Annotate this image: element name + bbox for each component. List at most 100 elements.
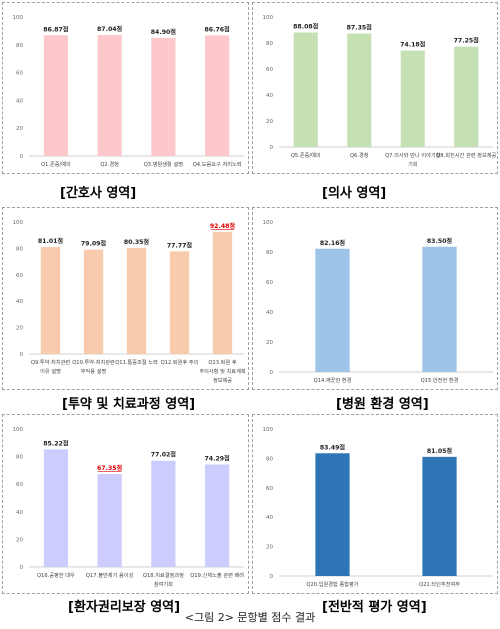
bar-chart: 0 20 40 60 80 100 82.16점 Q14.깨끗한 환경 83.50점 Q15.안전… [263, 220, 493, 384]
y-tick-label: 20 [266, 340, 273, 346]
x-tick-label: 주의사항 및 치료계획 [199, 367, 245, 375]
x-tick-label: Q12.퇴원후 주의 [161, 358, 199, 366]
y-tick-label: 60 [16, 482, 23, 488]
data-label: 83.50점 [427, 237, 453, 245]
y-tick-label: 20 [266, 119, 273, 125]
y-tick-label: 40 [16, 299, 23, 305]
bar [97, 35, 122, 156]
y-tick-label: 80 [266, 250, 273, 256]
chart-title: [투약 및 치료과정 영역] [62, 397, 196, 412]
bar [83, 249, 104, 354]
data-label: 81.01점 [38, 237, 64, 245]
y-tick-label: 40 [266, 310, 273, 316]
y-tick-label: 20 [16, 537, 23, 543]
data-label: 87.04점 [97, 25, 123, 33]
x-tick-label: 정보제공 [213, 376, 232, 384]
y-tick-label: 0 [270, 370, 274, 376]
x-tick-label: Q9.투약·처치관련 [31, 358, 71, 366]
x-tick-label: Q10.투약·처치관련 [72, 358, 115, 366]
x-tick-label: Q21.타인추천여부 [419, 580, 460, 588]
bar [212, 231, 233, 354]
data-label: 79.09점 [81, 240, 107, 248]
y-tick-label: 80 [16, 455, 23, 461]
chart-panel: 0 20 40 60 80 100 85.22점 Q16.공평한 대우 67.35점 Q17.불만… [2, 414, 249, 594]
bar [422, 456, 457, 576]
y-tick-label: 0 [20, 154, 24, 160]
figure-caption: <그림 2> 문항별 점수 결과 [184, 611, 316, 624]
data-label: 77.77점 [167, 241, 193, 249]
y-tick-label: 60 [266, 280, 273, 286]
chart-title: [환자권리보장 영역] [68, 600, 181, 615]
data-label: 74.18점 [400, 41, 426, 49]
data-label: 81.05점 [427, 447, 453, 455]
data-label: 92.48점 [210, 222, 236, 230]
chart-panel: 0 20 40 60 80 100 88.08점 Q5.존중/예의 87.35점 Q6.경청 74.… [252, 2, 498, 174]
y-tick-label: 100 [13, 220, 24, 226]
chart-title: [간호사 영역] [60, 186, 137, 201]
y-tick-label: 20 [16, 326, 23, 332]
y-tick-label: 80 [266, 41, 273, 47]
x-tick-label: 이유 설명 [40, 367, 61, 375]
y-tick-label: 40 [266, 515, 273, 521]
x-tick-label: Q18.치료결정과정 [143, 571, 184, 579]
bar-chart: 0 20 40 60 80 100 88.08점 Q5.존중/예의 87.35점 Q6.경청 74.… [263, 15, 497, 168]
chart-panel: 0 20 40 60 80 100 81.01점 Q9.투약·처치관련 이유 설명 79.09점 Q… [2, 207, 249, 390]
bar [205, 35, 230, 157]
x-tick-label: Q6.경청 [350, 152, 369, 159]
x-tick-label: Q7.의사와 만나 이야기할 [385, 151, 441, 159]
x-tick-label: Q4.도움요구 처리노력 [193, 160, 242, 168]
chart-title: [병원 환경 영역] [336, 397, 429, 412]
bar [97, 474, 122, 567]
y-tick-label: 0 [20, 565, 24, 571]
bar [151, 37, 176, 156]
x-tick-label: 참여기회 [154, 580, 173, 588]
y-tick-label: 80 [16, 43, 23, 49]
x-tick-label: Q5.존중/예의 [291, 151, 321, 159]
data-label: 82.16점 [320, 239, 346, 247]
data-label: 77.25점 [454, 37, 480, 45]
bar-chart: 0 20 40 60 80 100 86.87점 Q1.존중/예의 87.04점 Q2.경청 84.… [13, 15, 244, 168]
bar [315, 453, 350, 576]
y-tick-label: 60 [266, 67, 273, 73]
x-tick-label: Q14.깨끗한 환경 [314, 376, 352, 384]
chart-title: [전반적 평가 영역] [322, 600, 427, 615]
y-tick-label: 0 [270, 145, 274, 151]
data-label: 80.35점 [124, 238, 150, 246]
y-tick-label: 100 [13, 427, 24, 433]
data-label: 85.22점 [43, 439, 69, 447]
x-tick-label: Q17.불만제기 용이성 [86, 571, 134, 579]
data-label: 86.76점 [204, 25, 230, 33]
x-tick-label: Q16.공평한 대우 [37, 571, 75, 579]
x-tick-label: Q3.병원생활 설명 [144, 160, 184, 168]
data-label: 67.35점 [97, 464, 123, 472]
y-tick-label: 20 [16, 126, 23, 132]
x-tick-label: Q8.회진시간 관련 정보제공 [436, 151, 496, 159]
data-label: 74.29점 [204, 454, 230, 462]
x-tick-label: 부작용 설명 [81, 367, 107, 375]
y-tick-label: 100 [263, 15, 274, 21]
x-tick-label: Q13.퇴원 후 [208, 358, 237, 366]
bar [169, 251, 190, 354]
chart-panel: 0 20 40 60 80 100 82.16점 Q14.깨끗한 환경 83.50점 Q15.안전… [252, 207, 498, 390]
y-tick-label: 40 [16, 510, 23, 516]
bar [205, 464, 230, 567]
y-tick-label: 60 [266, 486, 273, 492]
y-tick-label: 40 [16, 98, 23, 104]
bar [43, 35, 68, 156]
bar [454, 46, 479, 148]
y-tick-label: 100 [13, 15, 24, 21]
bar [315, 248, 350, 372]
bar [151, 460, 176, 567]
x-tick-label: Q19.신체노출 관련 배려 [190, 571, 244, 579]
x-tick-label: Q15.안전한 환경 [421, 376, 459, 384]
bar [43, 449, 68, 567]
bar [347, 33, 372, 147]
bar-chart: 0 20 40 60 80 100 85.22점 Q16.공평한 대우 67.35점 Q17.불만… [13, 427, 245, 588]
y-tick-label: 0 [20, 352, 24, 358]
y-tick-label: 60 [16, 273, 23, 279]
bar [400, 50, 425, 147]
bar [40, 247, 61, 354]
y-tick-label: 60 [16, 71, 23, 77]
chart-title: [의사 영역] [322, 186, 387, 201]
